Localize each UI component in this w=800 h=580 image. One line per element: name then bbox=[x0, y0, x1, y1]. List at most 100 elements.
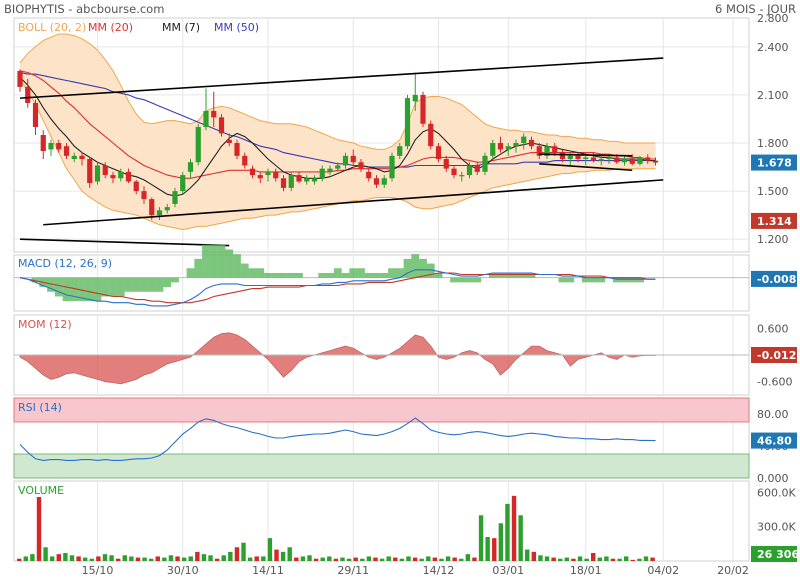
macd-hist-bar bbox=[101, 277, 110, 297]
volume-bar bbox=[36, 497, 42, 561]
date-axis: 15/10 30/10 14/11 29/11 14/12 03/01 18/01 04/02… bbox=[82, 564, 749, 577]
macd-last-box bbox=[751, 270, 797, 287]
volume-bar bbox=[148, 558, 154, 561]
volume-bar bbox=[307, 555, 312, 561]
volume-bar bbox=[406, 556, 411, 561]
candle-body bbox=[397, 146, 403, 156]
macd-hist-bar bbox=[93, 277, 102, 302]
rsi-last-box bbox=[751, 432, 797, 449]
candle-body bbox=[180, 175, 186, 192]
candle-body bbox=[652, 160, 659, 163]
candle-body bbox=[79, 155, 85, 160]
macd-hist-bar bbox=[217, 244, 226, 278]
volume-bar bbox=[538, 555, 543, 561]
candle-body bbox=[40, 135, 46, 152]
candle-body bbox=[164, 207, 170, 211]
volume-bar bbox=[604, 556, 609, 561]
candle-body bbox=[48, 143, 54, 150]
macd-hist-bar bbox=[620, 277, 629, 283]
price-tick-label: 2.400 bbox=[757, 41, 789, 54]
candle-body bbox=[559, 152, 566, 160]
volume-bar bbox=[17, 558, 22, 561]
volume-bar bbox=[373, 557, 378, 561]
candle-body bbox=[528, 139, 535, 147]
volume-bar bbox=[379, 558, 385, 561]
volume-bar bbox=[366, 556, 372, 561]
trend-line bbox=[539, 163, 633, 172]
volume-bar bbox=[135, 557, 141, 561]
mom-last-box bbox=[751, 347, 797, 363]
candle-body bbox=[218, 117, 225, 134]
macd-hist-bar bbox=[256, 268, 265, 278]
volume-bar bbox=[472, 557, 477, 561]
volume-label: VOLUME bbox=[18, 484, 64, 497]
candle-body bbox=[552, 146, 558, 153]
volume-bar bbox=[294, 557, 299, 561]
volume-bar bbox=[597, 557, 603, 561]
macd-hist-bar bbox=[512, 272, 520, 278]
volume-last: 26 306 bbox=[757, 548, 799, 561]
candle-body bbox=[257, 175, 263, 179]
macd-label: MACD (12, 26, 9) bbox=[18, 257, 112, 270]
volume-bar bbox=[544, 556, 550, 561]
candle-body bbox=[590, 157, 597, 161]
volume-bar bbox=[168, 555, 174, 561]
candle-body bbox=[187, 162, 194, 172]
volume-bar bbox=[280, 551, 286, 561]
macd-hist-bar bbox=[31, 277, 40, 283]
macd-hist-bar bbox=[271, 272, 280, 278]
volume-bar bbox=[577, 556, 583, 561]
macd-hist-bar bbox=[132, 277, 141, 292]
volume-bar bbox=[129, 556, 134, 561]
volume-bar bbox=[181, 557, 187, 561]
macd-hist-bar bbox=[279, 272, 288, 278]
candle-body bbox=[156, 210, 163, 216]
candle-body bbox=[56, 143, 62, 150]
candle-body bbox=[412, 94, 418, 102]
candle-body bbox=[614, 157, 620, 163]
candle-body bbox=[428, 123, 434, 147]
volume-bar bbox=[439, 558, 444, 561]
mom-tick-label: -0.600 bbox=[757, 376, 792, 389]
macd-hist-bar bbox=[287, 272, 296, 278]
candle-body bbox=[118, 171, 124, 179]
last-price-box bbox=[751, 154, 797, 171]
volume-bar bbox=[221, 555, 226, 561]
macd-hist-bar bbox=[140, 277, 148, 292]
candle-body bbox=[32, 102, 39, 127]
price-top-tick: 2.800 bbox=[757, 12, 789, 25]
macd-hist-bar bbox=[589, 277, 598, 283]
candle-body bbox=[451, 168, 457, 176]
volume-bar bbox=[617, 558, 622, 561]
candle-body bbox=[211, 110, 217, 118]
volume-bar bbox=[63, 553, 68, 561]
macd-hist-bar bbox=[450, 277, 458, 283]
price-tick-label: 1.200 bbox=[757, 233, 789, 246]
macd-hist-bar bbox=[349, 268, 358, 278]
volume-bar bbox=[274, 549, 279, 561]
volume-bar bbox=[518, 515, 523, 561]
volume-bar bbox=[511, 495, 517, 561]
candle-body bbox=[645, 157, 651, 161]
candles bbox=[17, 69, 659, 220]
volume-bar bbox=[399, 558, 405, 561]
volume-tick-label: 300.0K bbox=[757, 521, 796, 534]
macd-hist-bar bbox=[147, 277, 156, 292]
price-tick-label: 2.100 bbox=[757, 89, 789, 102]
date-tick-label: 14/11 bbox=[252, 564, 284, 577]
volume-bar bbox=[426, 556, 431, 561]
candle-body bbox=[606, 157, 612, 160]
legend-mm50: MM (50) bbox=[214, 21, 259, 34]
rsi-last: 46.80 bbox=[757, 435, 792, 448]
rsi-oversold-band bbox=[13, 453, 750, 479]
rsi-overbought-band bbox=[13, 397, 750, 423]
candle-body bbox=[342, 155, 349, 166]
candle-body bbox=[273, 171, 279, 179]
volume-panel bbox=[13, 480, 750, 562]
volume-bar bbox=[122, 555, 127, 561]
volume-bar bbox=[320, 557, 325, 561]
volume-bar bbox=[254, 556, 259, 561]
volume-bar bbox=[465, 554, 471, 561]
macd-hist-bar bbox=[163, 277, 172, 288]
trend-line bbox=[43, 179, 664, 226]
